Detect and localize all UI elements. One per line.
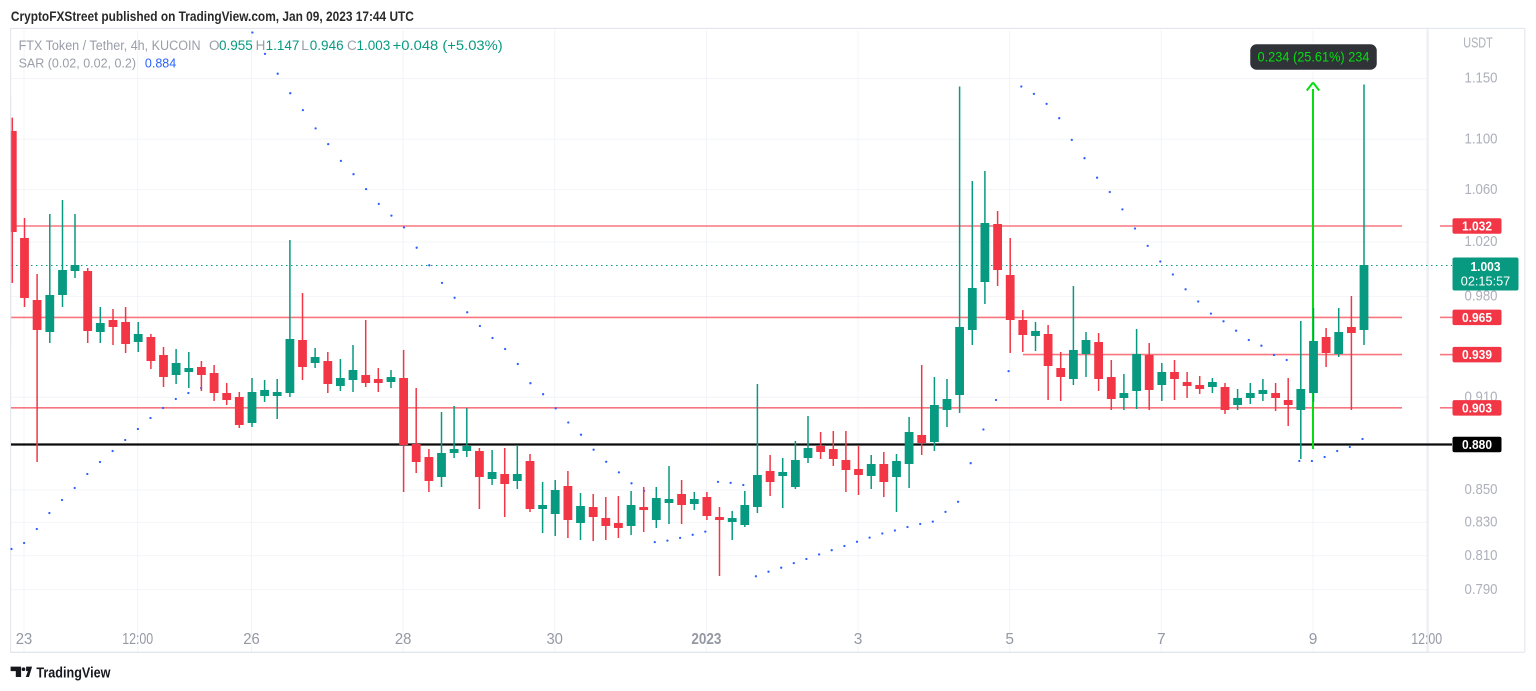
svg-text:0.810: 0.810	[1465, 547, 1498, 564]
svg-text:0.955: 0.955	[219, 38, 253, 53]
svg-text:1.100: 1.100	[1465, 130, 1498, 147]
svg-text:28: 28	[395, 631, 412, 648]
svg-text:9: 9	[1309, 631, 1318, 648]
svg-text:0.946: 0.946	[310, 38, 344, 53]
svg-text:0.830: 0.830	[1465, 514, 1498, 531]
svg-text:7: 7	[1157, 631, 1166, 648]
svg-text:+0.048 (+5.03%): +0.048 (+5.03%)	[393, 38, 503, 53]
svg-text:1.060: 1.060	[1465, 181, 1498, 198]
svg-text:0.939: 0.939	[1462, 347, 1492, 362]
svg-text:30: 30	[546, 631, 563, 648]
svg-text:0.850: 0.850	[1465, 481, 1498, 498]
svg-text:0.884: 0.884	[145, 57, 176, 71]
svg-text:26: 26	[243, 631, 260, 648]
svg-text:0.903: 0.903	[1462, 400, 1492, 415]
svg-text:1.003: 1.003	[1471, 259, 1501, 274]
svg-text:1.032: 1.032	[1462, 219, 1492, 234]
svg-text:23: 23	[16, 631, 33, 648]
svg-text:O: O	[209, 38, 220, 53]
svg-text:SAR (0.02, 0.02, 0.2): SAR (0.02, 0.02, 0.2)	[19, 57, 136, 71]
svg-text:02:15:57: 02:15:57	[1461, 275, 1511, 289]
svg-text:5: 5	[1005, 631, 1014, 648]
svg-text:TradingView: TradingView	[36, 666, 111, 682]
svg-text:12:00: 12:00	[122, 631, 153, 648]
svg-text:FTX Token / Tether, 4h, KUCOIN: FTX Token / Tether, 4h, KUCOIN	[19, 38, 201, 53]
svg-text:1.147: 1.147	[266, 38, 300, 53]
svg-text:2023: 2023	[691, 631, 721, 648]
svg-text:1.150: 1.150	[1465, 70, 1498, 87]
svg-text:C: C	[347, 38, 357, 53]
svg-text:1.020: 1.020	[1465, 233, 1498, 250]
svg-text:0.234 (25.61%) 234: 0.234 (25.61%) 234	[1258, 50, 1370, 65]
svg-text:0.965: 0.965	[1462, 310, 1492, 325]
svg-text:0.880: 0.880	[1462, 437, 1492, 452]
svg-text:0.980: 0.980	[1465, 288, 1498, 305]
svg-text:USDT: USDT	[1463, 36, 1493, 52]
svg-text:1.003: 1.003	[357, 38, 391, 53]
svg-text:3: 3	[854, 631, 863, 648]
svg-text:CryptoFXStreet published on Tr: CryptoFXStreet published on TradingView.…	[11, 9, 414, 24]
svg-text:H: H	[256, 38, 266, 53]
svg-text:0.790: 0.790	[1465, 581, 1498, 598]
svg-text:L: L	[301, 38, 309, 53]
svg-text:12:00: 12:00	[1411, 631, 1442, 648]
